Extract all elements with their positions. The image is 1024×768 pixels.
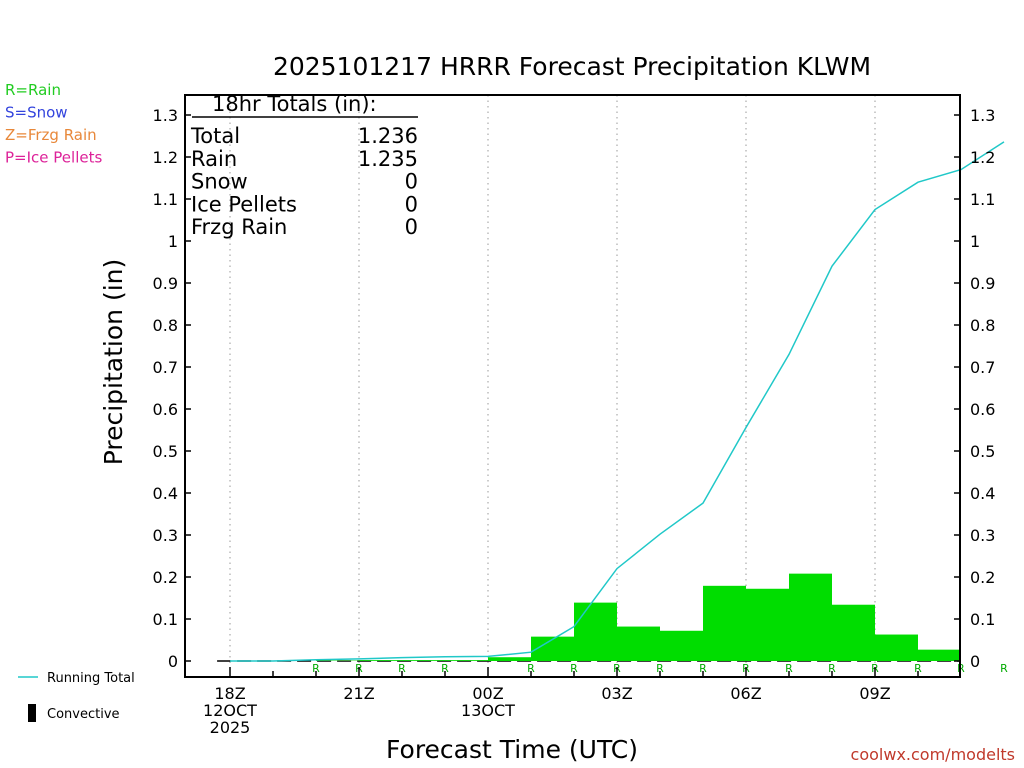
y-tick-label-right: 0 — [970, 652, 980, 671]
y-axis-ticks: 0 00.1 0.10.2 0.20.3 0.30.4 0.40.5 0.50.6 0.60.… — [153, 106, 996, 671]
totals-row-value: 0 — [405, 192, 418, 216]
precip-type-mark: R — [1000, 662, 1008, 675]
y-tick-label-left: 0.3 — [153, 526, 178, 545]
precip-bar — [402, 660, 445, 661]
y-tick-label-left: 1 — [168, 232, 178, 251]
y-tick-label-left: 0.9 — [153, 274, 178, 293]
running-total-line — [230, 141, 1005, 662]
x-tick-label: 00Z — [472, 684, 503, 703]
precip-bar — [617, 626, 660, 661]
precip-type-mark: R — [699, 662, 707, 675]
y-tick-label-right: 0.8 — [970, 316, 995, 335]
precip-bar — [875, 634, 918, 661]
y-tick-label-right: 1.1 — [970, 190, 995, 209]
precip-type-mark: R — [570, 662, 578, 675]
totals-row-value: 1.235 — [358, 147, 418, 171]
credit-text: coolwx.com/modelts — [851, 745, 1015, 764]
precip-type-mark: R — [785, 662, 793, 675]
y-tick-label-left: 0.1 — [153, 610, 178, 629]
running-total-line-group — [230, 141, 1005, 662]
totals-row-label: Frzg Rain — [191, 215, 287, 239]
y-tick-label-right: 0.3 — [970, 526, 995, 545]
totals-row-label: Ice Pellets — [191, 192, 297, 216]
y-tick-label-right: 0.5 — [970, 442, 995, 461]
precip-bar — [832, 604, 875, 661]
totals-row-label: Rain — [191, 147, 237, 171]
totals-row-label: Total — [190, 124, 240, 148]
totals-row-label: Snow — [191, 170, 248, 194]
precip-type-mark: R — [398, 662, 406, 675]
precip-type-mark: R — [656, 662, 664, 675]
precip-bars — [316, 573, 960, 661]
type-key-item: S=Snow — [5, 104, 68, 122]
precip-type-mark: R — [828, 662, 836, 675]
chart-legend: Running Total Convective — [18, 671, 135, 722]
y-tick-label-right: 0.9 — [970, 274, 995, 293]
x-tick-label: 18Z — [214, 684, 245, 703]
x-tick-label: 2025 — [210, 718, 251, 737]
precip-type-mark: R — [957, 662, 965, 675]
precip-bar — [789, 573, 832, 661]
y-tick-label-left: 0.4 — [153, 484, 178, 503]
y-tick-label-right: 0.1 — [970, 610, 995, 629]
precip-bar — [574, 602, 617, 661]
precip-bar — [531, 636, 574, 661]
y-tick-label-left: 0 — [168, 652, 178, 671]
precip-bar — [488, 657, 531, 661]
y-tick-label-left: 0.6 — [153, 400, 178, 419]
x-axis-label: Forecast Time (UTC) — [386, 735, 638, 764]
precip-bar — [918, 649, 960, 661]
type-key-item: Z=Frzg Rain — [5, 126, 97, 144]
precip-type-key: R=Rain S=Snow Z=Frzg Rain P=Ice Pellets — [5, 81, 102, 167]
totals-row-value: 0 — [405, 215, 418, 239]
convective-legend-label: Convective — [47, 707, 120, 722]
y-tick-label-right: 0.6 — [970, 400, 995, 419]
y-tick-label-left: 0.5 — [153, 442, 178, 461]
plot-frame — [184, 94, 961, 678]
totals-row-value: 1.236 — [358, 124, 418, 148]
precip-bar — [359, 660, 402, 661]
x-tick-label: 12OCT — [203, 701, 257, 720]
type-key-item: R=Rain — [5, 81, 61, 99]
y-axis-label: Precipitation (in) — [99, 259, 128, 466]
y-tick-label-left: 1.1 — [153, 190, 178, 209]
precip-bar — [445, 660, 488, 661]
precip-bar — [746, 588, 789, 661]
totals-box: 18hr Totals (in): Total 1.236 Rain 1.235 Sno… — [190, 92, 418, 239]
y-tick-label-left: 1.2 — [153, 148, 178, 167]
precip-bar — [660, 630, 703, 661]
totals-row-value: 0 — [405, 170, 418, 194]
x-tick-label: 06Z — [730, 684, 761, 703]
x-tick-label: 21Z — [343, 684, 374, 703]
precip-type-mark: R — [527, 662, 535, 675]
chart-title: 2025101217 HRRR Forecast Precipitation K… — [273, 52, 871, 81]
y-tick-label-right: 1.3 — [970, 106, 995, 125]
running-total-legend-label: Running Total — [47, 671, 135, 686]
convective-legend-swatch — [28, 704, 36, 722]
precip-type-mark: R — [312, 662, 320, 675]
totals-heading: 18hr Totals (in): — [212, 92, 377, 116]
y-tick-label-left: 0.8 — [153, 316, 178, 335]
y-tick-label-right: 0.7 — [970, 358, 995, 377]
y-tick-label-right: 0.4 — [970, 484, 995, 503]
x-tick-label: 09Z — [859, 684, 890, 703]
y-tick-label-right: 0.2 — [970, 568, 995, 587]
y-tick-label-left: 0.7 — [153, 358, 178, 377]
precip-type-mark: R — [914, 662, 922, 675]
gridlines — [217, 95, 960, 677]
x-tick-label: 03Z — [601, 684, 632, 703]
y-tick-label-right: 1 — [970, 232, 980, 251]
x-tick-label: 13OCT — [461, 701, 515, 720]
y-tick-label-right: 1.2 — [970, 148, 995, 167]
type-key-item: P=Ice Pellets — [5, 149, 102, 167]
precip-type-mark: R — [441, 662, 449, 675]
y-tick-label-left: 1.3 — [153, 106, 178, 125]
y-tick-label-left: 0.2 — [153, 568, 178, 587]
precip-bar — [703, 585, 746, 661]
